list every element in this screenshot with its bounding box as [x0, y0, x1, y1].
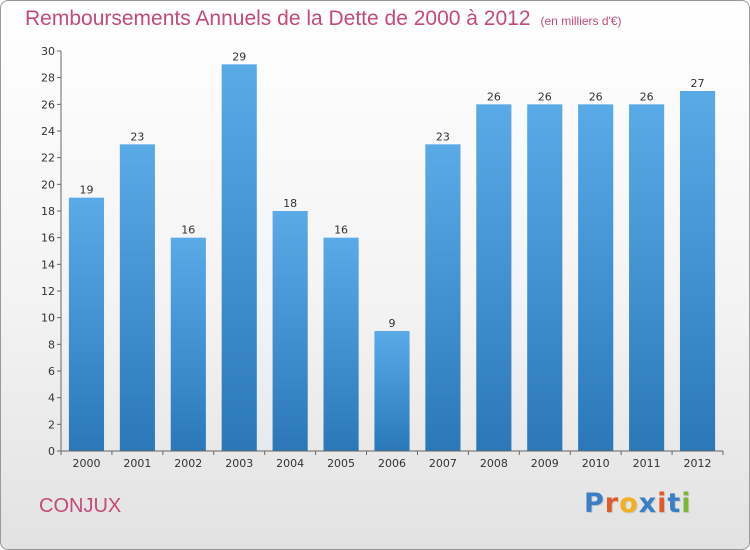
y-tick-label: 20: [41, 178, 55, 191]
x-tick-label: 2010: [582, 457, 610, 470]
data-label: 26: [589, 90, 603, 103]
data-label: 26: [640, 90, 654, 103]
data-label: 18: [283, 197, 297, 210]
bar: [629, 104, 665, 451]
bar: [221, 64, 257, 452]
x-tick-label: 2004: [276, 457, 304, 470]
bar: [527, 104, 563, 451]
y-tick-label: 16: [41, 232, 55, 245]
x-tick-label: 2008: [480, 457, 508, 470]
data-label: 9: [389, 317, 396, 330]
logo-letter: P: [584, 488, 605, 519]
y-tick-label: 0: [48, 445, 55, 458]
logo-letter: i: [657, 488, 668, 519]
x-tick-label: 2012: [684, 457, 712, 470]
y-tick-label: 14: [41, 258, 55, 271]
data-label: 16: [181, 224, 195, 237]
x-tick-label: 2011: [633, 457, 661, 470]
y-tick-label: 12: [41, 285, 55, 298]
x-tick-label: 2006: [378, 457, 406, 470]
y-tick-label: 26: [41, 98, 55, 111]
chart-title: Remboursements Annuels de la Dette de 20…: [25, 7, 622, 31]
data-label: 23: [130, 130, 144, 143]
bar: [68, 197, 105, 451]
data-label: 23: [436, 130, 450, 143]
bar: [578, 104, 614, 451]
x-tick-label: 2000: [72, 457, 100, 470]
x-axis: 2000 2001 2002 2003 2004 2005 2006 2007 2008 2009…: [60, 450, 724, 470]
y-tick-label: 6: [48, 365, 55, 378]
y-tick-label: 10: [41, 312, 55, 325]
commune-name: CONJUX: [39, 495, 122, 517]
bar: [170, 237, 206, 451]
x-tick-label: 2002: [174, 457, 202, 470]
data-label: 19: [79, 184, 93, 197]
proxiti-logo: Proxiti: [584, 488, 692, 519]
y-tick-label: 4: [48, 392, 55, 405]
bar: [374, 331, 410, 451]
y-tick-label: 22: [41, 152, 55, 165]
logo-letter: x: [638, 488, 658, 519]
unit-label: (en milliers d'€): [540, 14, 622, 28]
x-tick-label: 2003: [225, 457, 253, 470]
data-label: 29: [232, 50, 246, 63]
data-label: 26: [487, 90, 501, 103]
y-tick-label: 8: [48, 338, 55, 351]
y-tick-label: 24: [41, 125, 55, 138]
y-tick-label: 30: [41, 45, 55, 58]
bars-group: 19 23 16 29 18 16 9 23 26 26 26 26 27: [68, 50, 716, 452]
x-tick-label: 2005: [327, 457, 355, 470]
y-tick-label: 2: [48, 418, 55, 431]
bar: [679, 91, 716, 451]
logo-letter: o: [619, 488, 639, 519]
x-tick-label: 2001: [123, 457, 151, 470]
data-label: 27: [691, 77, 705, 90]
bar: [323, 237, 359, 451]
data-label: 26: [538, 90, 552, 103]
x-tick-label: 2009: [531, 457, 559, 470]
bar: [425, 144, 461, 452]
bar: [119, 144, 155, 452]
logo-letter: i: [681, 488, 692, 519]
y-tick-label: 28: [41, 72, 55, 85]
bar: [476, 104, 512, 451]
x-tick-label: 2007: [429, 457, 457, 470]
bar: [272, 211, 308, 451]
logo-letter: r: [604, 488, 620, 519]
logo-letter: t: [667, 488, 682, 519]
data-label: 16: [334, 224, 348, 237]
title-text: Remboursements Annuels de la Dette de 20…: [25, 7, 531, 30]
y-tick-label: 18: [41, 205, 55, 218]
